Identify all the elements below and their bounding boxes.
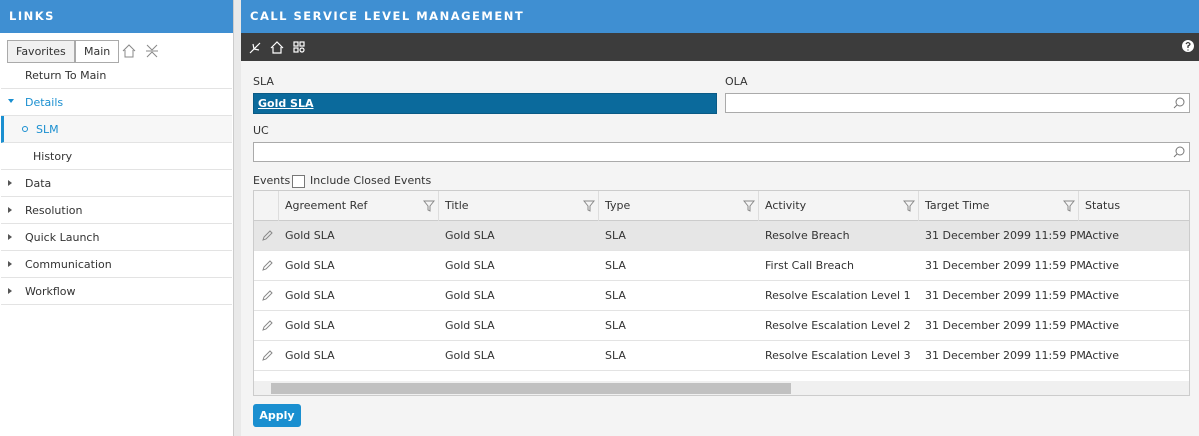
table-cell: Active	[1079, 341, 1190, 371]
toolbar	[241, 33, 1199, 61]
column-header[interactable]: Status	[1079, 191, 1190, 221]
arrow	[8, 180, 12, 186]
field-label: UC	[253, 124, 269, 137]
header-cell	[254, 191, 279, 221]
table-cell: SLA	[599, 221, 759, 251]
table-cell: Gold SLA	[439, 251, 599, 281]
table-cell: Resolve Breach	[759, 221, 919, 251]
table-cell: SLA	[599, 281, 759, 311]
table-cell: Active	[1079, 221, 1190, 251]
edit-icon[interactable]	[261, 290, 273, 302]
scrollbar-thumb[interactable]	[271, 383, 791, 394]
table-cell: SLA	[599, 341, 759, 371]
table-cell: Gold SLA	[439, 341, 599, 371]
checkbox-label: Include Closed Events	[310, 174, 431, 187]
checkbox[interactable]	[292, 175, 305, 188]
apply-button[interactable]: Apply	[253, 404, 301, 427]
nav-item[interactable]: Return To Main	[1, 62, 232, 89]
column-header[interactable]: Target Time	[919, 191, 1079, 221]
filter-icon[interactable]	[903, 200, 915, 212]
toolbar-icons	[241, 33, 1199, 61]
table-cell: Resolve Escalation Level 1	[759, 281, 919, 311]
table-cell: Gold SLA	[279, 281, 439, 311]
table-cell: 31 December 2099 11:59 PM	[919, 281, 1079, 311]
nav-group[interactable]: Communication	[1, 251, 232, 278]
nav-group[interactable]: Details	[1, 89, 232, 116]
nav-subitem[interactable]: History	[1, 143, 232, 170]
table-cell: Resolve Escalation Level 2	[759, 311, 919, 341]
arrow	[8, 288, 12, 294]
table-cell: Active	[1079, 281, 1190, 311]
filter-icon[interactable]	[1063, 200, 1075, 212]
edit-icon[interactable]	[261, 350, 273, 362]
filter-icon[interactable]	[423, 200, 435, 212]
column-header[interactable]: Title	[439, 191, 599, 221]
events-label: Events	[253, 174, 290, 187]
table-cell: First Call Breach	[759, 251, 919, 281]
table-cell: Resolve Escalation Level 3	[759, 341, 919, 371]
column-header[interactable]: Activity	[759, 191, 919, 221]
arrow	[8, 261, 12, 267]
field-label: SLA	[253, 75, 274, 88]
nav-group[interactable]: Workflow	[1, 278, 232, 305]
table-cell: SLA	[599, 311, 759, 341]
column-header[interactable]: Agreement Ref	[279, 191, 439, 221]
uc-input[interactable]	[253, 142, 1190, 162]
search-icon	[1172, 145, 1186, 159]
ola-input[interactable]	[725, 93, 1190, 113]
tab[interactable]: Main	[75, 40, 119, 63]
links-title: LINKS	[0, 0, 233, 33]
edit-icon[interactable]	[261, 320, 273, 332]
nav-group[interactable]: Resolution	[1, 197, 232, 224]
nav-subitem[interactable]: SLM	[1, 116, 232, 143]
collapse-icon[interactable]	[250, 43, 260, 53]
tab[interactable]: Favorites	[7, 40, 75, 63]
edit-icon[interactable]	[261, 230, 273, 242]
filter-icon[interactable]	[583, 200, 595, 212]
field-label: OLA	[725, 75, 748, 88]
table-cell: Gold SLA	[279, 341, 439, 371]
table: Agreement RefTitleTypeActivityTarget Tim…	[253, 190, 1190, 396]
table-cell: Gold SLA	[439, 221, 599, 251]
table-cell: Gold SLA	[279, 221, 439, 251]
table-cell: Gold SLA	[439, 281, 599, 311]
nav-group[interactable]: Data	[1, 170, 232, 197]
search-icon	[1172, 96, 1186, 110]
table-cell: Gold SLA	[439, 311, 599, 341]
links-panel: LINKS FavoritesMainReturn To MainDetails…	[0, 0, 234, 436]
table-cell: Gold SLA	[279, 251, 439, 281]
table-cell: SLA	[599, 251, 759, 281]
table-cell: Gold SLA	[279, 311, 439, 341]
tab-icons	[120, 42, 165, 60]
bullet	[22, 126, 28, 132]
table-cell: 31 December 2099 11:59 PM	[919, 311, 1079, 341]
arrow	[8, 99, 14, 103]
main-title: CALL SERVICE LEVEL MANAGEMENT	[241, 0, 1199, 33]
table-cell: Active	[1079, 311, 1190, 341]
table-cell: Active	[1079, 251, 1190, 281]
filter-icon[interactable]	[743, 200, 755, 212]
arrow	[8, 207, 12, 213]
home-icon[interactable]	[271, 42, 283, 53]
edit-icon[interactable]	[261, 260, 273, 272]
arrow	[8, 234, 12, 240]
table-cell: 31 December 2099 11:59 PM	[919, 221, 1079, 251]
sla-input[interactable]: Gold SLA	[253, 93, 717, 114]
column-header[interactable]: Type	[599, 191, 759, 221]
layout-icon[interactable]	[294, 42, 298, 46]
table-cell: 31 December 2099 11:59 PM	[919, 341, 1079, 371]
nav-group[interactable]: Quick Launch	[1, 224, 232, 251]
table-cell: 31 December 2099 11:59 PM	[919, 251, 1079, 281]
